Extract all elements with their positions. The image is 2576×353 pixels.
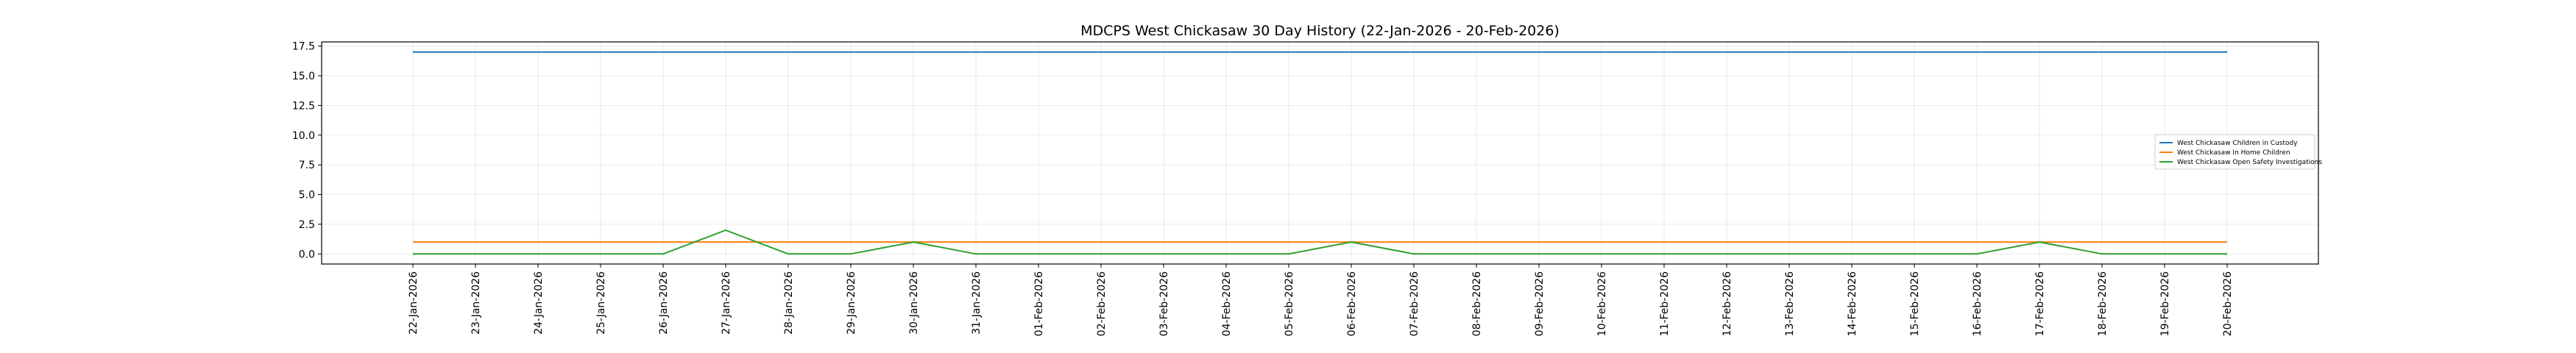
- legend-label-3: West Chickasaw Open Safety Investigation…: [2177, 159, 2322, 166]
- x-tick-label: 16-Feb-2026: [1972, 271, 1984, 336]
- legend: West Chickasaw Children in Custody West C…: [2154, 134, 2322, 170]
- legend-label-1: West Chickasaw Children in Custody: [2177, 140, 2298, 147]
- y-tick-label: 10.0: [292, 130, 315, 142]
- grid: [322, 42, 2318, 264]
- y-tick-label: 12.5: [292, 100, 315, 112]
- y-tick-label: 0.0: [299, 249, 315, 260]
- x-tick-label: 24-Jan-2026: [533, 271, 545, 335]
- x-tick-label: 22-Jan-2026: [408, 271, 420, 335]
- x-tick-label: 06-Feb-2026: [1346, 271, 1358, 336]
- x-tick-label: 07-Feb-2026: [1409, 271, 1420, 336]
- legend-label-2: West Chickasaw In Home Children: [2177, 149, 2290, 157]
- x-tick-label: 09-Feb-2026: [1534, 271, 1546, 336]
- x-tick-label: 01-Feb-2026: [1033, 271, 1045, 336]
- y-tick-label: 5.0: [299, 190, 315, 202]
- x-tick-label: 12-Feb-2026: [1722, 271, 1733, 336]
- x-tick-label: 29-Jan-2026: [846, 271, 857, 335]
- y-tick-label: 15.0: [292, 71, 315, 82]
- x-tick-label: 02-Feb-2026: [1096, 271, 1108, 336]
- x-axis: 22-Jan-2026 23-Jan-2026 24-Jan-2026 25-Jan-…: [408, 264, 2234, 336]
- x-tick-label: 19-Feb-2026: [2159, 271, 2171, 336]
- x-tick-label: 31-Jan-2026: [971, 271, 983, 335]
- x-tick-label: 27-Jan-2026: [721, 271, 732, 335]
- y-tick-label: 17.5: [292, 41, 315, 53]
- y-axis: 0.0 2.5 5.0 7.5 10.0 12.5 15.0 17.5: [292, 41, 322, 260]
- legend-box: [2154, 134, 2315, 170]
- x-tick-label: 13-Feb-2026: [1784, 271, 1796, 336]
- chart-title: MDCPS West Chickasaw 30 Day History (22-…: [1080, 23, 1560, 39]
- x-tick-label: 05-Feb-2026: [1284, 271, 1295, 336]
- x-tick-label: 26-Jan-2026: [658, 271, 670, 335]
- x-tick-label: 08-Feb-2026: [1471, 271, 1483, 336]
- x-tick-label: 10-Feb-2026: [1596, 271, 1608, 336]
- y-tick-label: 2.5: [299, 219, 315, 231]
- y-tick-label: 7.5: [299, 160, 315, 171]
- series-lines: [413, 51, 2227, 255]
- x-tick-label: 18-Feb-2026: [2097, 271, 2109, 336]
- plot-frame: [321, 41, 2319, 265]
- x-tick-label: 17-Feb-2026: [2034, 271, 2046, 336]
- x-tick-label: 23-Jan-2026: [470, 271, 482, 335]
- x-tick-label: 20-Feb-2026: [2222, 271, 2234, 336]
- x-tick-label: 30-Jan-2026: [908, 271, 920, 335]
- x-tick-label: 14-Feb-2026: [1847, 271, 1858, 336]
- x-tick-label: 11-Feb-2026: [1659, 271, 1671, 336]
- x-tick-label: 28-Jan-2026: [783, 271, 795, 335]
- series-line-3: [413, 229, 2227, 255]
- x-tick-label: 03-Feb-2026: [1158, 271, 1170, 336]
- x-tick-label: 15-Feb-2026: [1909, 271, 1921, 336]
- x-tick-label: 25-Jan-2026: [595, 271, 607, 335]
- x-tick-label: 04-Feb-2026: [1221, 271, 1233, 336]
